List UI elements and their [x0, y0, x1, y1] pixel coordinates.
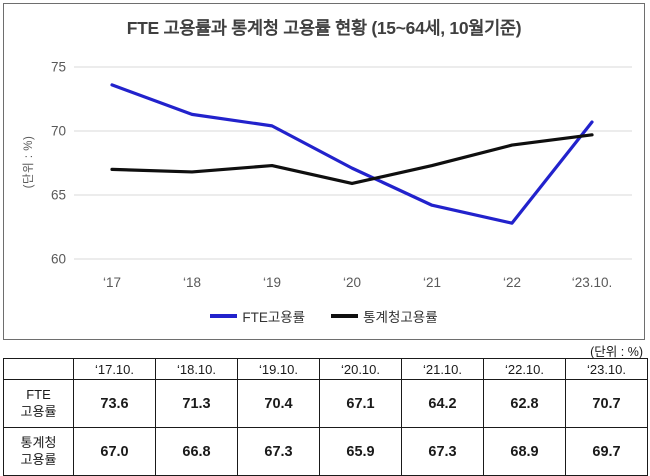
- table-column-header: ‘20.10.: [319, 358, 402, 380]
- row-label: FTE 고용률: [3, 379, 74, 428]
- x-tick-label: ‘22: [503, 275, 521, 290]
- table-corner-cell: [3, 358, 74, 380]
- table-header-row: ‘17.10. ‘18.10. ‘19.10. ‘20.10. ‘21.10. ‘22.1…: [3, 358, 648, 380]
- table-column-header: ‘18.10.: [155, 358, 238, 380]
- x-tick-label: ‘23.10.: [572, 275, 613, 290]
- table-value-cell: 71.3: [155, 379, 238, 428]
- table-value-cell: 69.7: [565, 427, 648, 476]
- table-value-cell: 66.8: [155, 427, 238, 476]
- row-label-line: 고용률: [20, 403, 57, 419]
- table-value-cell: 62.8: [483, 379, 566, 428]
- table-column-header: ‘21.10.: [401, 358, 484, 380]
- table-value-cell: 73.6: [73, 379, 156, 428]
- row-label-line: 통계청: [20, 434, 57, 450]
- data-table: ‘17.10. ‘18.10. ‘19.10. ‘20.10. ‘21.10. ‘22.1…: [3, 358, 648, 476]
- table-value-cell: 67.3: [401, 427, 484, 476]
- table-column-header: ‘22.10.: [483, 358, 566, 380]
- legend-item: 통계청고용률: [331, 306, 438, 326]
- line-chart: 75 70 65 60 ‘17 ‘18 ‘19 ‘20 ‘21 ‘22 ‘23.10.: [51, 60, 632, 290]
- y-tick-label: 75: [51, 60, 66, 75]
- table-value-cell: 67.1: [319, 379, 402, 428]
- legend-label: 통계청고용률: [363, 310, 438, 325]
- x-tick-label: ‘17: [103, 275, 121, 290]
- table-column-header: ‘17.10.: [73, 358, 156, 380]
- table-value-cell: 67.0: [73, 427, 156, 476]
- series-line-fte: [110, 83, 594, 225]
- x-tick-label: ‘20: [343, 275, 361, 290]
- table-value-cell: 67.3: [237, 427, 320, 476]
- y-tick-label: 60: [51, 252, 66, 267]
- x-tick-label: ‘21: [423, 275, 441, 290]
- table-column-header: ‘19.10.: [237, 358, 320, 380]
- table-column-header: ‘23.10.: [565, 358, 648, 380]
- x-tick-label: ‘19: [263, 275, 281, 290]
- table-value-cell: 70.4: [237, 379, 320, 428]
- table-value-cell: 64.2: [401, 379, 484, 428]
- chart-title: FTE 고용률과 통계청 고용률 현황 (15~64세, 10월기준): [126, 18, 522, 38]
- table-unit-label: (단위 : %): [590, 345, 643, 359]
- row-label-line: FTE: [26, 386, 51, 402]
- y-tick-label: 70: [51, 124, 66, 139]
- row-label-line: 고용률: [20, 451, 57, 467]
- table-value-cell: 65.9: [319, 427, 402, 476]
- table-value-cell: 68.9: [483, 427, 566, 476]
- chart-panel: FTE 고용률과 통계청 고용률 현황 (15~64세, 10월기준) (단위 …: [3, 3, 645, 340]
- series-line-stat: [110, 133, 594, 186]
- legend-line-swatch-icon: [331, 314, 359, 318]
- x-tick-label: ‘18: [183, 275, 201, 290]
- table-value-cell: 70.7: [565, 379, 648, 428]
- row-label: 통계청 고용률: [3, 427, 74, 476]
- legend-line-swatch-icon: [210, 314, 238, 318]
- legend-item: FTE고용률: [210, 306, 305, 326]
- chart-legend: FTE고용률 통계청고용률: [4, 306, 644, 326]
- table-row: FTE 고용률 73.6 71.3 70.4 67.1 64.2 62.8 70.7: [3, 379, 648, 428]
- table-row: 통계청 고용률 67.0 66.8 67.3 65.9 67.3 68.9 69.7: [3, 427, 648, 476]
- legend-label: FTE고용률: [242, 310, 306, 325]
- y-tick-label: 65: [51, 188, 66, 203]
